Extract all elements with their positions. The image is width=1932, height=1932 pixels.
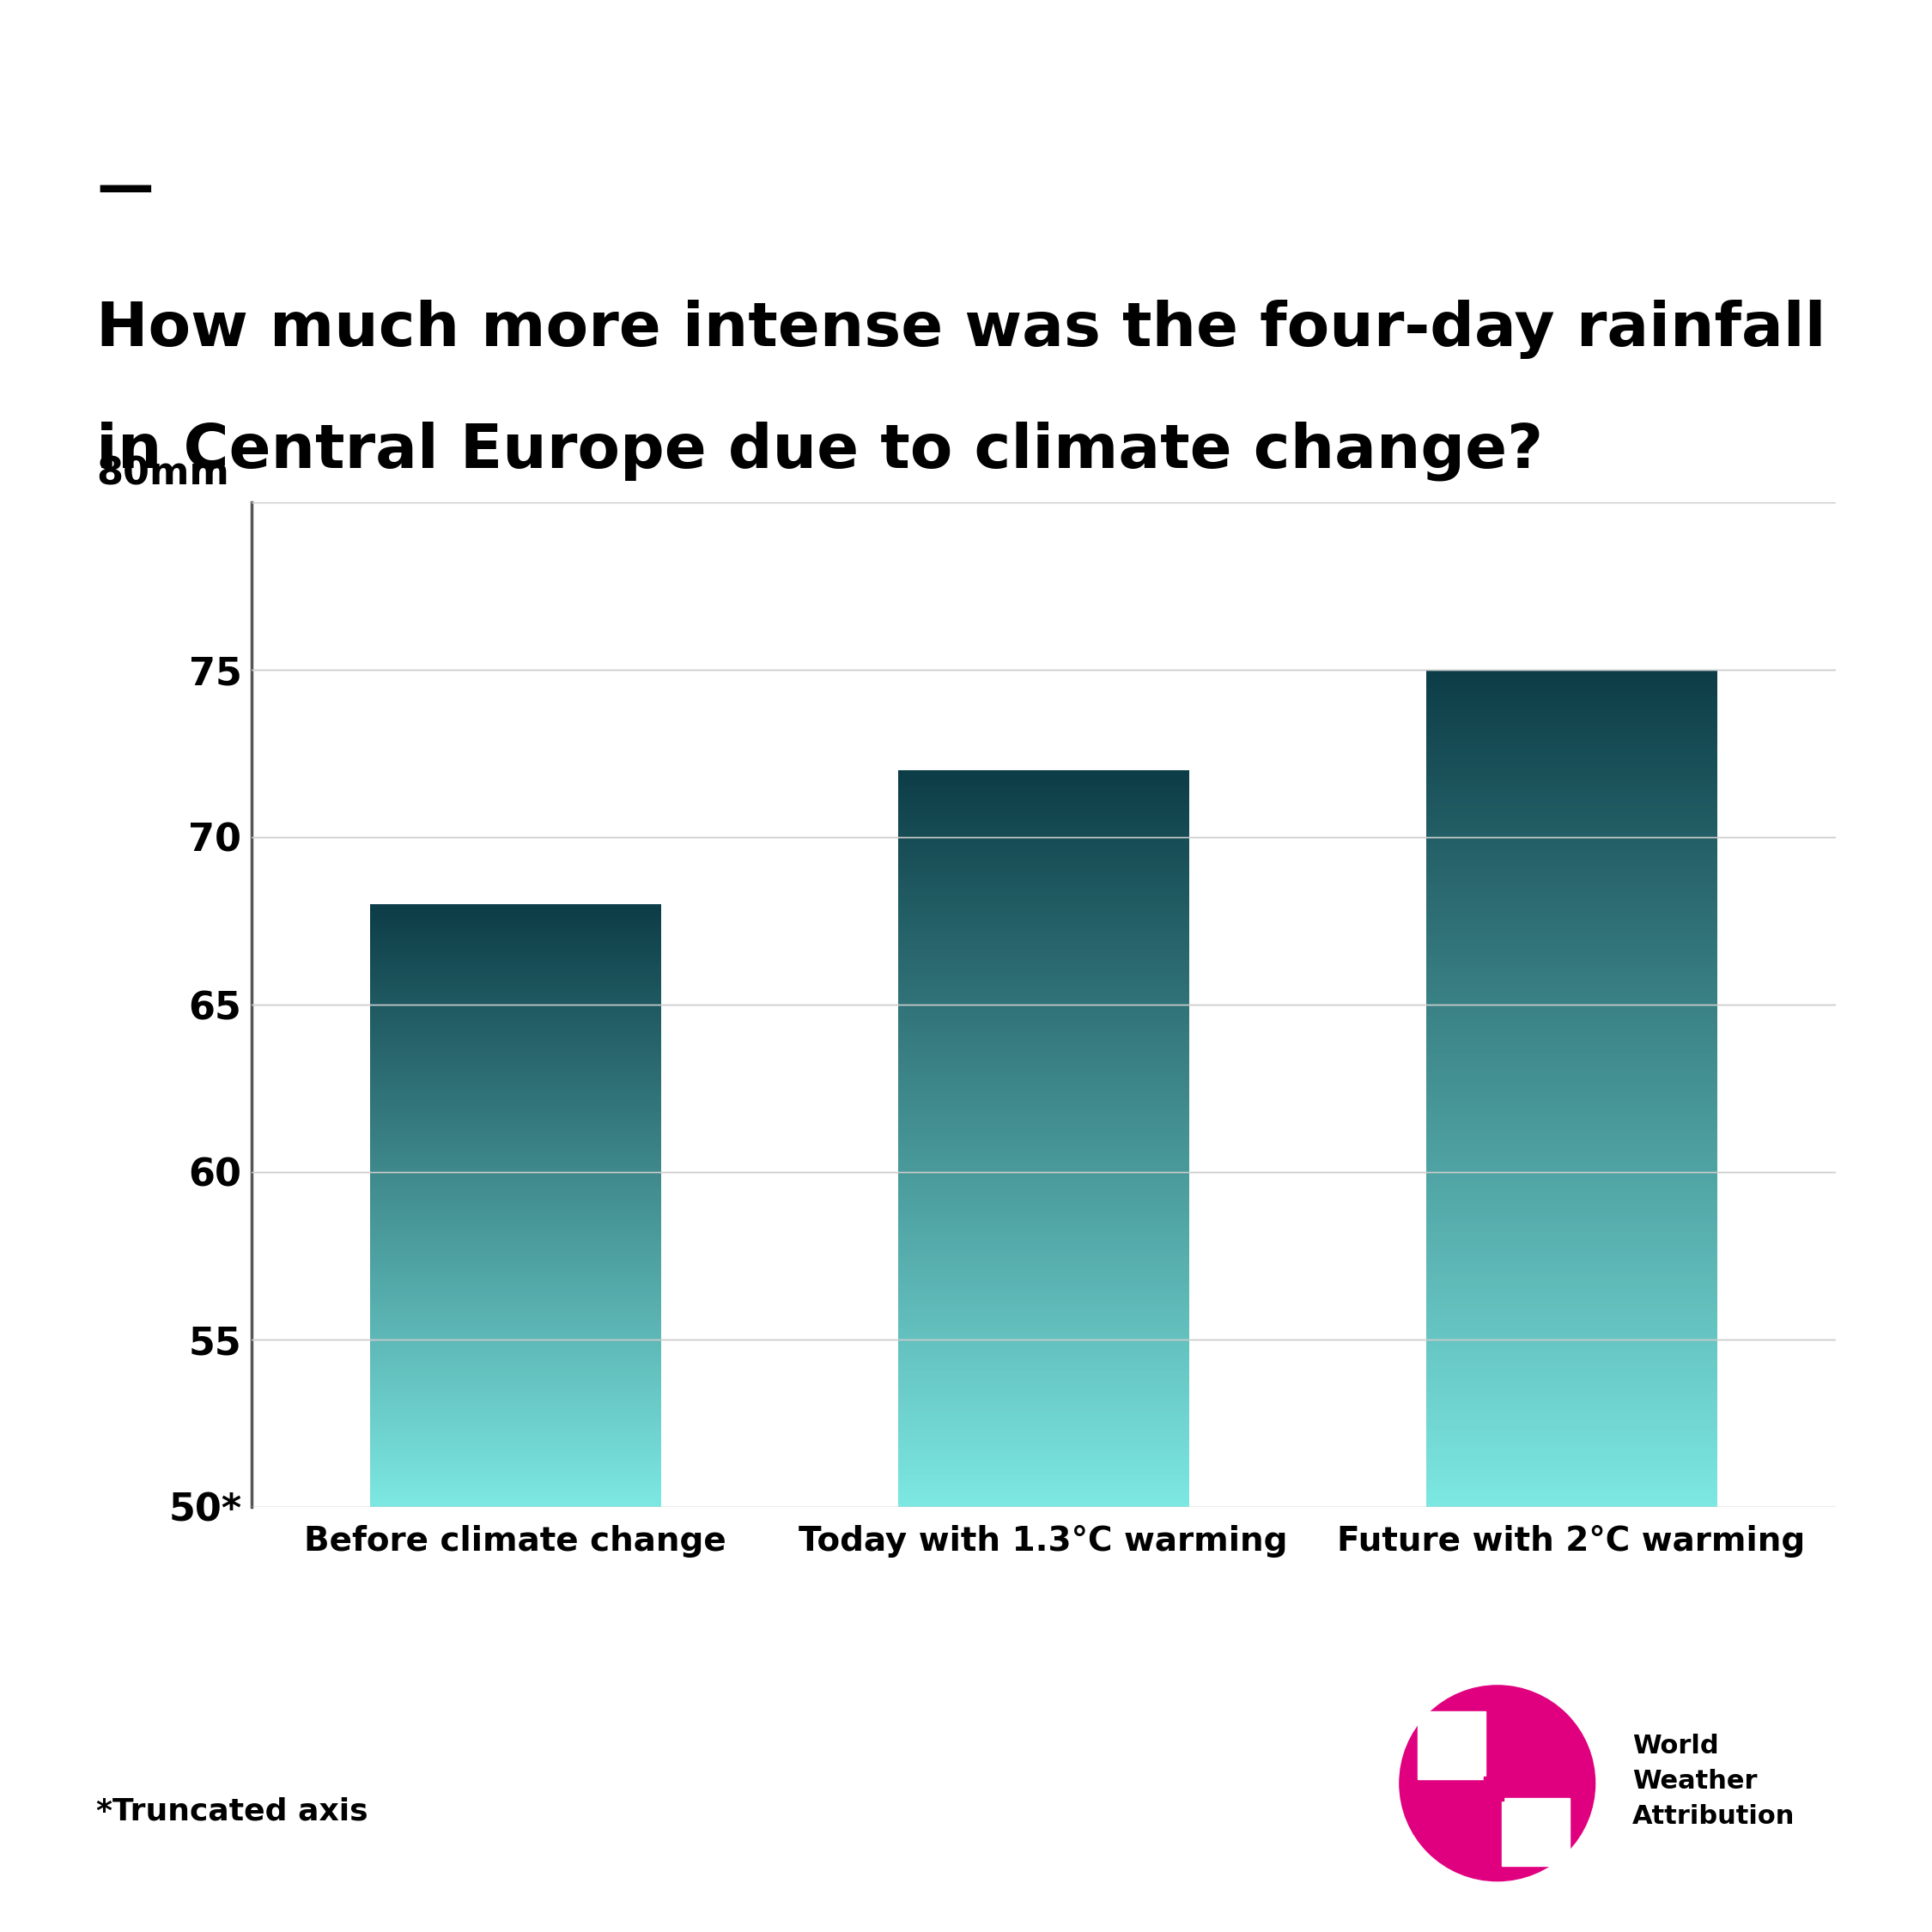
Bar [1501,1799,1569,1866]
Text: —: — [97,160,155,216]
Text: How much more intense was the four-day rainfall: How much more intense was the four-day r… [97,299,1826,359]
Bar [1484,1777,1503,1801]
Text: 80mm: 80mm [97,456,230,493]
Text: in Central Europe due to climate change?: in Central Europe due to climate change? [97,421,1544,481]
Text: *Truncated axis: *Truncated axis [97,1797,369,1826]
Circle shape [1399,1685,1596,1882]
Text: World
Weather
Attribution: World Weather Attribution [1633,1735,1795,1828]
Bar [1418,1712,1486,1779]
